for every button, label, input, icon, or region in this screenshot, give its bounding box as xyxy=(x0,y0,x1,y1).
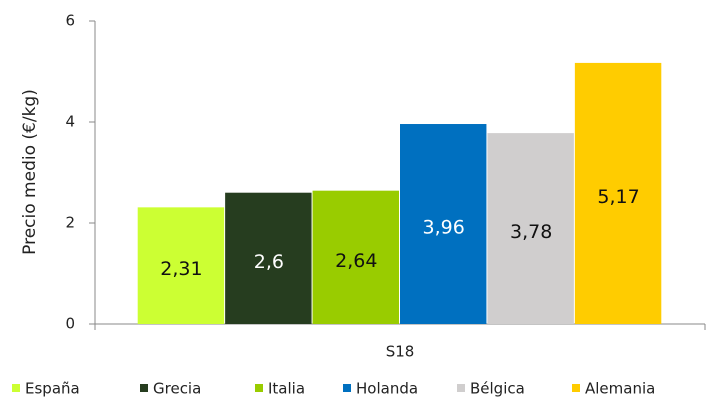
x-tick-label: S18 xyxy=(386,343,415,361)
legend-label: España xyxy=(25,380,80,398)
bar xyxy=(487,133,574,324)
value-label: 2,64 xyxy=(335,250,377,272)
y-tick-label: 2 xyxy=(65,214,75,232)
legend-label: Bélgica xyxy=(470,380,525,398)
legend-label: Italia xyxy=(268,380,305,398)
legend-swatch xyxy=(457,384,465,392)
legend-swatch xyxy=(12,384,20,392)
legend-label: Holanda xyxy=(356,380,418,398)
bar xyxy=(312,190,399,324)
y-tick-label: 6 xyxy=(65,12,75,30)
bar xyxy=(400,124,487,325)
value-label: 3,96 xyxy=(423,217,465,239)
legend-swatch xyxy=(572,384,580,392)
bar xyxy=(225,192,312,324)
y-tick-label: 4 xyxy=(65,113,75,131)
legend-swatch xyxy=(343,384,351,392)
value-label: 5,17 xyxy=(597,186,639,208)
bar xyxy=(574,62,662,324)
value-label: 2,31 xyxy=(160,258,202,280)
y-tick-label: 0 xyxy=(65,315,75,333)
value-label: 2,6 xyxy=(254,251,284,273)
y-axis-label: Precio medio (€/kg) xyxy=(20,89,40,255)
legend-swatch xyxy=(255,384,263,392)
legend-label: Grecia xyxy=(153,380,201,398)
legend-label: Alemania xyxy=(585,380,655,398)
bar xyxy=(137,207,225,324)
legend-swatch xyxy=(140,384,148,392)
value-label: 3,78 xyxy=(510,221,552,243)
